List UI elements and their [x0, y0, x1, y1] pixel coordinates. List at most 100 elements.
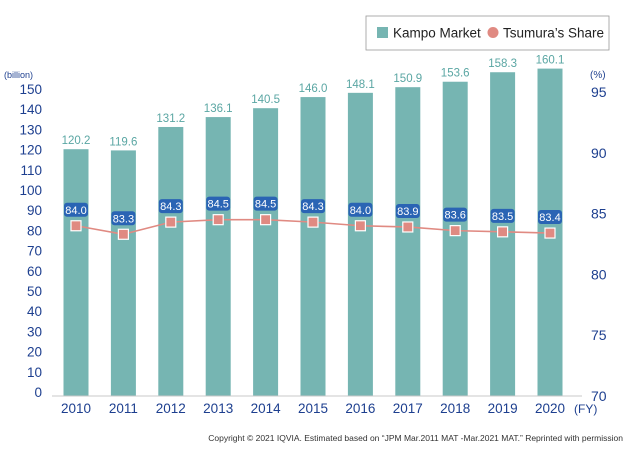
line-marker: [449, 225, 461, 237]
bar-value-label: 136.1: [204, 103, 233, 115]
line-marker: [212, 214, 224, 226]
legend-marker-tsumura-share: [487, 27, 499, 38]
bar-kampo-market: [347, 92, 373, 396]
y-left-tick-label: 0: [34, 385, 42, 400]
line-markers: [70, 214, 556, 240]
line-marker: [402, 221, 414, 233]
y-right-tick-label: 95: [591, 84, 607, 100]
bar-kampo-market: [300, 97, 326, 396]
bar-kampo-market: [205, 117, 231, 396]
y-left-tick-label: 140: [19, 102, 42, 117]
legend-label-kampo-market: Kampo Market: [393, 26, 481, 41]
line-value-badge: [443, 207, 468, 222]
line-value-label: 83.9: [397, 206, 418, 218]
x-unit-label: (FY): [574, 402, 597, 416]
bar-value-label: 146.0: [299, 83, 328, 95]
bar-kampo-market: [442, 81, 468, 396]
x-tick-label: 2011: [109, 401, 138, 416]
line-value-label: 83.6: [444, 210, 465, 222]
bar-value-label: 140.5: [251, 94, 280, 106]
line-value-label: 84.0: [350, 205, 371, 217]
bar-series-kampo-market: [63, 68, 563, 397]
y-right-axis: 70 75 80 85 90 95: [591, 84, 607, 404]
bar-value-label: 158.3: [488, 58, 517, 70]
y-left-tick-label: 90: [27, 203, 42, 218]
x-tick-label: 2016: [345, 401, 375, 416]
x-tick-label: 2019: [488, 401, 518, 416]
y-right-tick-label: 85: [591, 206, 607, 222]
legend-label-tsumura-share: Tsumura’s Share: [503, 26, 604, 41]
y-left-tick-label: 150: [19, 82, 42, 97]
line-value-label: 84.0: [65, 205, 86, 217]
line-marker: [70, 220, 82, 232]
line-marker: [544, 227, 556, 239]
line-value-label: 84.5: [207, 199, 228, 211]
bar-value-label: 119.6: [109, 136, 137, 148]
line-value-badge: [111, 211, 136, 226]
y-right-tick-label: 80: [591, 266, 607, 282]
line-value-badge: [538, 210, 562, 225]
legend: Kampo Market Tsumura’s Share: [365, 15, 610, 51]
y-right-tick-label: 90: [591, 145, 607, 161]
line-value-badges: 84.0 83.3 84.3 84.5 84.5 84.3 84.0 83.9 83.6 83.5…: [64, 196, 562, 226]
y-left-tick-label: 10: [27, 365, 42, 380]
x-tick-label: 2015: [298, 401, 328, 416]
bar-value-label: 131.2: [156, 113, 185, 125]
y-left-tick-label: 40: [27, 304, 42, 319]
y-left-tick-label: 20: [27, 345, 42, 360]
legend-box: [365, 15, 610, 51]
x-axis: 2010 2011 2012 2013 2014 2015 2016 2017 2018 2019…: [61, 401, 565, 416]
line-value-label: 83.3: [113, 213, 134, 225]
x-tick-label: 2013: [203, 401, 233, 416]
y-left-tick-label: 110: [20, 163, 42, 178]
bar-kampo-market: [158, 126, 184, 396]
x-tick-label: 2018: [440, 401, 470, 416]
y-left-axis: 0 10 20 30 40 50 60 70 80 90 100 110 120 130 140 150: [19, 82, 42, 400]
bar-value-label: 148.1: [346, 79, 375, 91]
x-tick-label: 2010: [61, 401, 91, 416]
y-left-tick-label: 30: [27, 324, 42, 339]
line-value-badge: [206, 196, 231, 211]
bar-kampo-market: [395, 87, 421, 396]
x-tick-label: 2017: [393, 401, 423, 416]
legend-swatch-kampo-market: [377, 27, 388, 38]
line-value-badge: [253, 196, 278, 211]
x-tick-label: 2014: [251, 401, 282, 416]
bar-value-labels: 120.2 119.6 131.2 136.1 140.5 146.0 148.1 150.9…: [62, 55, 565, 149]
y-right-tick-label: 70: [591, 388, 607, 404]
bar-kampo-market: [110, 150, 136, 396]
line-value-badge: [490, 208, 515, 223]
line-value-label: 83.4: [539, 212, 560, 224]
line-marker: [117, 228, 130, 240]
copyright-text: Copyright © 2021 IQVIA. Estimated based …: [208, 433, 623, 443]
bar-kampo-market: [63, 149, 89, 396]
line-value-badge: [158, 199, 183, 214]
line-marker: [165, 216, 177, 228]
line-value-label: 84.5: [255, 199, 276, 211]
y-right-unit-label: (%): [590, 70, 606, 81]
y-left-tick-label: 80: [27, 223, 42, 238]
line-value-label: 83.5: [492, 211, 513, 223]
line-value-badge: [348, 202, 373, 217]
y-left-tick-label: 60: [27, 264, 42, 279]
line-value-label: 84.3: [160, 201, 181, 213]
y-left-tick-label: 50: [27, 284, 42, 299]
y-left-tick-label: 120: [19, 143, 42, 158]
bar-kampo-market: [253, 108, 279, 396]
bar-value-label: 160.1: [536, 55, 565, 67]
line-value-label: 84.3: [302, 201, 323, 213]
y-left-tick-label: 70: [27, 244, 42, 259]
line-marker: [497, 226, 509, 238]
bar-value-label: 153.6: [441, 68, 470, 80]
line-marker: [354, 220, 366, 232]
x-tick-label: 2020: [535, 401, 565, 416]
x-tick-label: 2012: [156, 401, 186, 416]
line-value-badge: [64, 202, 88, 217]
bar-value-label: 150.9: [393, 73, 422, 85]
y-left-tick-label: 130: [19, 122, 42, 137]
y-left-tick-label: 100: [19, 183, 42, 198]
line-marker: [307, 216, 319, 228]
y-right-tick-label: 75: [591, 327, 607, 343]
bar-value-label: 120.2: [62, 135, 91, 147]
line-marker: [260, 214, 272, 226]
